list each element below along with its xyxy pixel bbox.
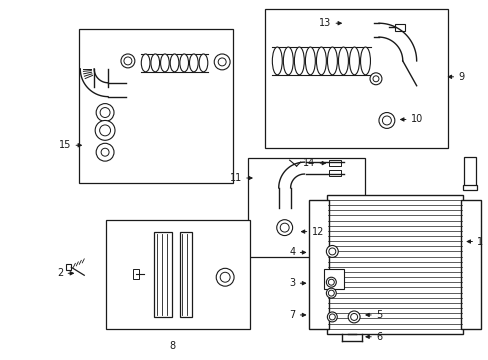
Circle shape [327,290,334,296]
Ellipse shape [170,54,179,72]
Text: 11: 11 [229,173,242,183]
Bar [326,195,462,334]
Bar [66,264,71,270]
Ellipse shape [199,54,207,72]
Bar [79,29,233,183]
Ellipse shape [316,47,325,75]
Circle shape [350,314,357,320]
Ellipse shape [338,47,348,75]
Ellipse shape [305,47,315,75]
Text: 15: 15 [59,140,71,150]
Text: 12: 12 [311,226,323,237]
Text: 6: 6 [375,332,381,342]
Ellipse shape [349,47,359,75]
Bar [460,200,480,329]
Text: 14: 14 [303,158,315,168]
Text: 13: 13 [319,18,331,28]
Circle shape [326,312,337,322]
Circle shape [220,272,230,282]
Ellipse shape [160,54,169,72]
Text: 2: 2 [57,268,63,278]
Ellipse shape [360,47,370,75]
Circle shape [276,220,292,235]
Text: 7: 7 [289,310,295,320]
Bar [394,24,404,31]
Text: 9: 9 [457,72,464,82]
Circle shape [325,246,338,257]
Ellipse shape [180,54,188,72]
Circle shape [280,223,288,232]
Circle shape [327,279,334,285]
Circle shape [328,314,335,320]
Circle shape [347,311,359,323]
Bar [153,231,171,317]
Ellipse shape [151,54,159,72]
Bar [264,9,447,148]
Circle shape [325,277,336,287]
Ellipse shape [189,54,198,72]
Circle shape [328,248,335,255]
Ellipse shape [294,47,304,75]
Circle shape [214,54,230,70]
Circle shape [123,57,132,65]
Circle shape [378,113,394,129]
Text: 10: 10 [410,114,422,125]
Ellipse shape [327,47,337,75]
Circle shape [121,54,135,68]
Bar [180,231,192,317]
Bar [309,200,328,329]
Bar [247,158,365,257]
Circle shape [369,73,381,85]
Bar [328,160,341,166]
Bar [328,170,341,176]
Circle shape [382,116,390,125]
Ellipse shape [272,47,282,75]
Bar [462,185,476,190]
Circle shape [96,143,114,161]
Circle shape [372,76,378,82]
Circle shape [100,108,110,117]
Circle shape [100,125,110,136]
Text: 4: 4 [289,247,295,257]
Circle shape [216,268,234,286]
Bar [324,269,344,289]
Text: 3: 3 [289,278,295,288]
Ellipse shape [141,54,150,72]
Bar [133,269,139,279]
Circle shape [325,288,336,298]
Text: 5: 5 [375,310,382,320]
Circle shape [95,121,115,140]
Circle shape [96,104,114,121]
Bar [463,157,475,187]
Bar [106,220,249,329]
Text: 8: 8 [169,341,175,351]
Circle shape [101,148,109,156]
Ellipse shape [283,47,293,75]
Text: 1: 1 [476,237,482,247]
Circle shape [218,58,225,66]
